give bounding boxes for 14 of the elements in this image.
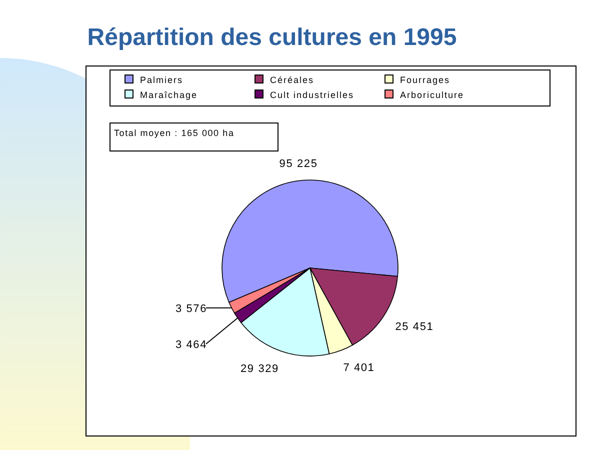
data-label: 7 401: [343, 362, 375, 374]
data-label: 95 225: [279, 158, 318, 170]
data-label: 3 464: [175, 338, 207, 351]
text: Total moyen : 165 000 ha: [114, 128, 234, 138]
legend-label: Arboriculture: [400, 90, 464, 100]
legend-label: Fourrages: [400, 75, 450, 85]
data-label: 29 329: [240, 362, 279, 375]
data-label: 3 576: [175, 302, 207, 315]
data-label: 25 451: [395, 321, 434, 334]
legend-label: Palmiers: [140, 75, 184, 85]
legend-label: Maraîchage: [140, 90, 198, 100]
chart-title: Répartition des cultures en 1995: [87, 24, 457, 51]
legend-label: Cult industrielles: [270, 90, 354, 100]
legend-label: Céréales: [270, 75, 314, 85]
